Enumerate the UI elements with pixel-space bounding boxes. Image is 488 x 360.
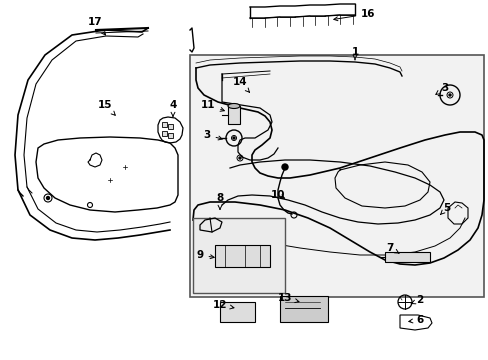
Circle shape: [232, 137, 235, 139]
Circle shape: [239, 157, 241, 159]
Bar: [168, 133, 173, 138]
Text: 2: 2: [410, 295, 423, 305]
Text: 3: 3: [203, 130, 222, 140]
Circle shape: [448, 94, 450, 96]
Bar: [190, 55, 483, 297]
Text: 10: 10: [270, 190, 285, 200]
Text: 9: 9: [196, 250, 214, 260]
Bar: [280, 296, 327, 322]
Text: 12: 12: [212, 300, 233, 310]
Text: 6: 6: [408, 315, 423, 325]
Bar: [227, 106, 240, 124]
Bar: [215, 245, 269, 267]
Text: 11: 11: [201, 100, 224, 111]
Text: 3: 3: [435, 83, 447, 94]
Text: 14: 14: [232, 77, 249, 92]
Text: 16: 16: [333, 9, 374, 21]
Bar: [220, 302, 254, 322]
Text: 1: 1: [351, 47, 358, 60]
Bar: [162, 131, 167, 136]
Text: 4: 4: [169, 100, 176, 116]
Bar: [162, 122, 167, 127]
Text: 17: 17: [87, 17, 105, 35]
Text: 13: 13: [277, 293, 298, 303]
Text: 15: 15: [98, 100, 115, 115]
Circle shape: [46, 197, 49, 199]
Text: 8: 8: [216, 193, 223, 209]
Circle shape: [282, 164, 287, 170]
Bar: [384, 252, 429, 262]
Bar: [168, 124, 173, 129]
Ellipse shape: [227, 104, 240, 108]
Text: 7: 7: [386, 243, 398, 253]
Bar: [193, 218, 285, 293]
Text: 5: 5: [440, 203, 450, 215]
